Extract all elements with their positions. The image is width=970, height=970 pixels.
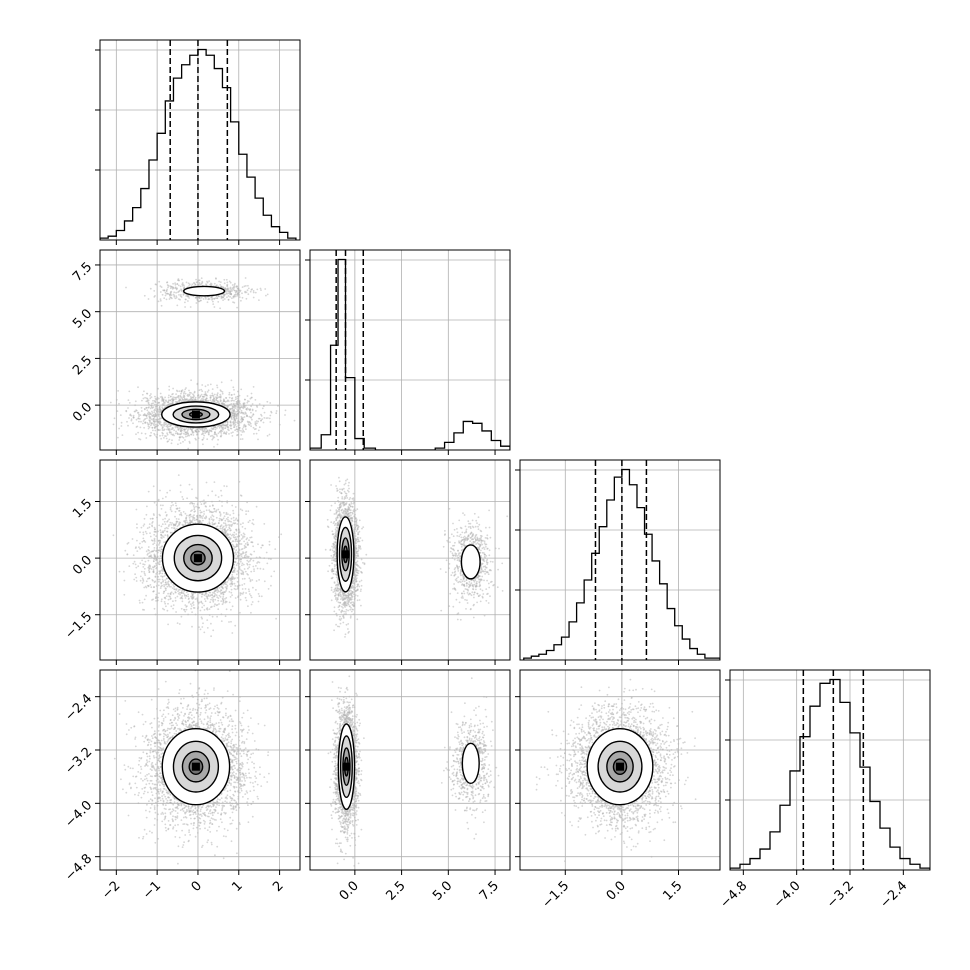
x-tick-label: −1.5 bbox=[539, 878, 572, 911]
x-tick-label: 5.0 bbox=[430, 878, 455, 903]
grid-lines bbox=[100, 40, 300, 240]
histogram-1 bbox=[310, 258, 510, 450]
panel-frame bbox=[519, 669, 721, 871]
panel-3-3: −4.8 −4.0 −3.2 −2.4 bbox=[717, 669, 931, 911]
panel-frame bbox=[309, 669, 511, 871]
density-plot bbox=[112, 474, 283, 638]
x-tick-label: 0.0 bbox=[337, 878, 362, 903]
x-tick-label: 2.5 bbox=[383, 878, 408, 903]
x-tick-label: 1.5 bbox=[660, 878, 685, 903]
histogram-2 bbox=[523, 468, 720, 660]
density-plot bbox=[535, 670, 697, 863]
x-tick-label: −1 bbox=[140, 878, 164, 902]
panel-1-0: 0.0 2.5 5.0 7.5 bbox=[70, 249, 301, 455]
panel-frame bbox=[99, 249, 301, 451]
y-tick-label: −4.0 bbox=[62, 798, 95, 831]
density-peak bbox=[616, 762, 624, 771]
panel-frame bbox=[309, 249, 511, 451]
density-plot bbox=[109, 277, 296, 450]
y-tick-label: −4.8 bbox=[62, 851, 95, 884]
x-tick-label: 7.5 bbox=[477, 878, 502, 903]
density-peak bbox=[193, 554, 202, 563]
x-tick-label: −4.0 bbox=[771, 878, 804, 911]
y-tick-label: −3.2 bbox=[62, 745, 95, 778]
panel-3-0: −4.8 −4.0 −3.2 −2.4 −2 −1 0 1 2 bbox=[62, 669, 301, 903]
y-tick-label: 1.5 bbox=[70, 496, 95, 521]
density-peak bbox=[341, 550, 350, 559]
panel-3-1: 0.0 2.5 5.0 7.5 bbox=[305, 669, 511, 904]
y-tick-label: 5.0 bbox=[70, 306, 95, 331]
contour-1-0 bbox=[461, 742, 480, 785]
density-peak bbox=[191, 762, 200, 771]
grid-lines bbox=[310, 250, 510, 450]
panel-frame bbox=[729, 669, 931, 871]
density-plot bbox=[327, 675, 500, 867]
density-peak bbox=[342, 762, 351, 771]
y-tick-label: 0.0 bbox=[70, 400, 95, 425]
density-plot bbox=[112, 670, 270, 865]
density-plot bbox=[324, 476, 509, 638]
grid-lines bbox=[310, 460, 510, 660]
grid-lines bbox=[520, 460, 720, 660]
density-peak bbox=[191, 410, 200, 419]
panel-1-1 bbox=[305, 249, 511, 455]
x-tick-label: 2 bbox=[270, 878, 286, 894]
x-tick-label: 1 bbox=[229, 878, 245, 894]
panel-frame bbox=[99, 39, 301, 241]
panel-2-2 bbox=[515, 459, 721, 665]
y-tick-label: 7.5 bbox=[70, 260, 95, 285]
x-tick-label: −3.2 bbox=[824, 878, 857, 911]
panel-0-0 bbox=[95, 39, 301, 245]
y-tick-label: 0.0 bbox=[70, 553, 95, 578]
y-tick-label: −1.5 bbox=[62, 609, 95, 642]
panel-frame bbox=[99, 669, 301, 871]
panel-frame bbox=[99, 459, 301, 661]
histogram-3 bbox=[730, 678, 930, 870]
panel-frame bbox=[519, 459, 721, 661]
y-tick-label: −2.4 bbox=[62, 691, 95, 724]
contour-0-0 bbox=[182, 285, 226, 297]
panel-2-0: −1.5 0.0 1.5 bbox=[62, 459, 301, 665]
panel-2-1 bbox=[305, 459, 511, 665]
x-tick-label: −4.8 bbox=[717, 878, 750, 911]
y-tick-label: 2.5 bbox=[70, 353, 95, 378]
panel-frame bbox=[309, 459, 511, 661]
panel-3-2: −1.5 0.0 1.5 bbox=[515, 669, 721, 911]
x-tick-label: −2.4 bbox=[877, 878, 910, 911]
x-tick-label: 0 bbox=[189, 878, 205, 894]
x-tick-label: −2 bbox=[99, 878, 123, 902]
contour-1-0 bbox=[460, 544, 481, 580]
grid-lines bbox=[730, 670, 930, 870]
x-tick-label: 0.0 bbox=[604, 878, 629, 903]
